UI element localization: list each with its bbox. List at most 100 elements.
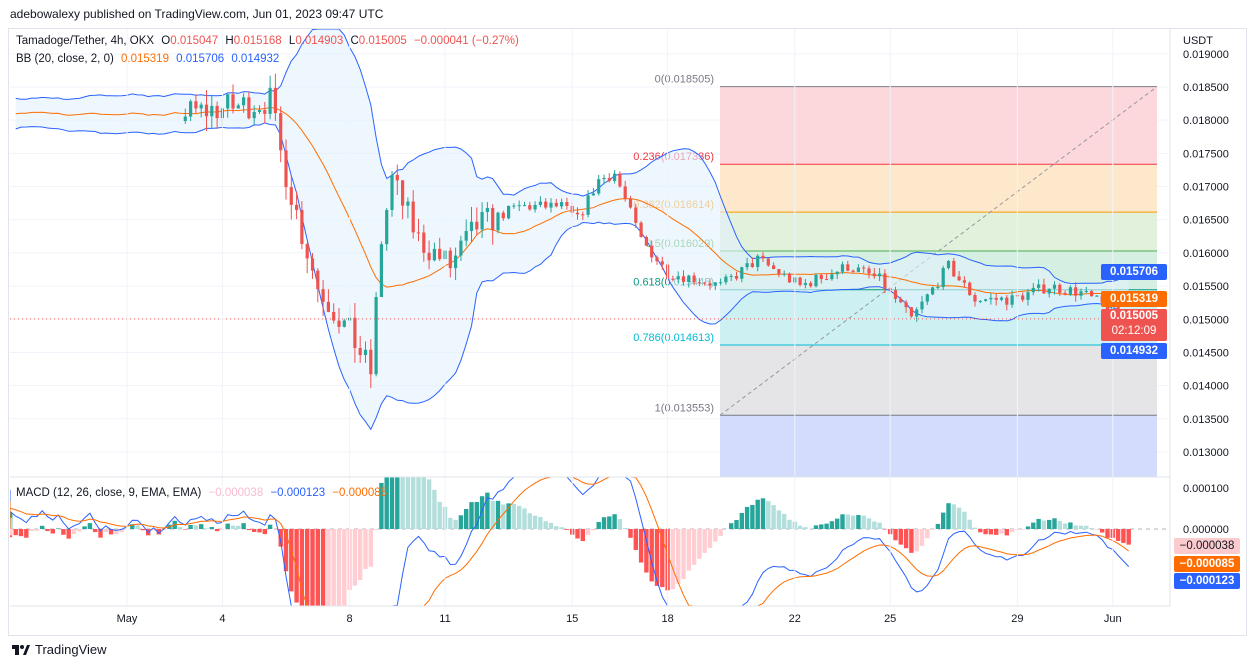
macd-histogram-bar: [527, 513, 532, 529]
macd-histogram-bar: [342, 529, 347, 606]
x-tick-label: 4: [219, 613, 225, 625]
candle-body: [210, 105, 214, 117]
o-value: 0.015047: [170, 35, 219, 47]
candle-body: [830, 274, 834, 280]
candle-body: [713, 282, 717, 286]
candle-body: [867, 268, 871, 274]
candle-body: [984, 299, 988, 301]
fib-zone: [720, 164, 1157, 213]
macd-histogram-bar: [734, 520, 739, 529]
candle-body: [1116, 304, 1120, 314]
macd-histogram-bar: [866, 518, 872, 529]
candle-body: [295, 204, 299, 210]
y-tick-label: 0.016500: [1183, 215, 1229, 227]
macd-histogram-bar: [485, 492, 490, 529]
macd-y-tick-label: 0.000100: [1183, 483, 1229, 495]
macd-histogram-bar: [236, 525, 241, 529]
macd-histogram-bar: [1100, 529, 1105, 533]
macd-histogram-bar: [935, 523, 941, 529]
last-price-tag: 0.015005 02:12:09: [1101, 309, 1167, 341]
macd-histogram-bar: [750, 504, 755, 529]
macd-histogram-bar: [458, 515, 464, 529]
candle-body: [623, 186, 627, 199]
macd-histogram-bar: [29, 529, 34, 531]
bb-upper-value: 0.015706: [176, 53, 225, 65]
macd-histogram-bar: [633, 529, 638, 550]
y-tick-label: 0.019000: [1183, 49, 1229, 61]
macd-histogram-bar: [183, 529, 188, 530]
candle-body: [687, 275, 691, 282]
candle-body: [231, 94, 235, 109]
macd-histogram-bar: [548, 522, 554, 529]
price-change: −0.000041 (−0.27%): [413, 35, 519, 47]
candle-body: [454, 255, 458, 269]
candle-body: [761, 255, 765, 259]
candle-body: [554, 202, 558, 207]
macd-histogram-bar: [697, 529, 702, 559]
h-value: 0.015168: [233, 35, 282, 47]
macd-histogram-bar: [363, 529, 368, 569]
macd-histogram-bar: [10, 524, 13, 529]
candle-body: [650, 245, 654, 258]
candle-body: [252, 111, 256, 119]
candle-body: [655, 257, 659, 262]
macd-histogram-bar: [283, 529, 289, 572]
candle-body: [946, 260, 951, 269]
macd-histogram-bar: [532, 515, 538, 529]
candle-body: [533, 204, 537, 210]
macd-histogram-bar: [1009, 529, 1015, 533]
candle-body: [358, 348, 362, 356]
macd-histogram-bar: [702, 529, 707, 553]
candle-body: [379, 244, 383, 298]
macd-histogram-bar: [193, 525, 199, 529]
macd-hist-tag: −0.000038: [1174, 538, 1240, 554]
macd-histogram-bar: [252, 529, 257, 533]
macd-histogram-bar: [50, 529, 55, 534]
macd-histogram-bar: [591, 529, 596, 531]
candle-body: [925, 294, 929, 302]
macd-histogram-bar: [972, 527, 978, 529]
candle-body: [538, 201, 542, 205]
x-tick-label: 11: [439, 613, 450, 625]
candle-body: [226, 94, 230, 109]
macd-legend[interactable]: MACD (12, 26, close, 9, EMA, EMA) −0.000…: [16, 487, 391, 499]
candle-body: [819, 274, 823, 280]
c-label: C: [350, 35, 359, 47]
candle-body: [305, 243, 309, 259]
macd-histogram-bar: [1004, 529, 1009, 536]
chart-frame[interactable]: [8, 28, 1247, 636]
candle-body: [204, 104, 209, 117]
candle-body: [416, 232, 421, 234]
macd-histogram-bar: [755, 499, 760, 529]
macd-histogram-bar: [432, 489, 437, 529]
ohlc-open: O0.015047: [161, 35, 218, 47]
candle-body: [310, 258, 315, 271]
c-value: 0.015005: [358, 35, 407, 47]
macd-histogram-bar: [437, 501, 442, 529]
macd-histogram-bar: [267, 524, 273, 529]
macd-histogram-bar: [766, 501, 771, 529]
candle-body: [862, 267, 866, 269]
macd-histogram-bar: [623, 528, 628, 529]
candle-body: [745, 263, 749, 268]
macd-histogram-bar: [835, 518, 840, 529]
macd-histogram-bar: [681, 529, 686, 580]
candle-body: [692, 275, 696, 283]
candle-body: [369, 349, 373, 375]
publisher-caption: adebowalexy published on TradingView.com…: [10, 7, 384, 21]
tradingview-logo[interactable]: TradingView: [12, 642, 107, 657]
macd-histogram-bar: [1115, 529, 1121, 541]
macd-histogram-bar: [840, 514, 845, 529]
x-tick-label: 8: [347, 613, 353, 625]
candle-body: [1021, 295, 1025, 300]
candle-body: [385, 209, 389, 245]
fib-level-label: 1(0.013553): [655, 402, 714, 414]
bb-legend[interactable]: BB (20, close, 2, 0) 0.015319 0.015706 0…: [16, 53, 283, 65]
candle-body: [920, 301, 924, 310]
macd-histogram-bar: [98, 529, 103, 538]
candle-body: [475, 221, 479, 230]
macd-histogram-bar: [644, 529, 649, 573]
macd-histogram-bar: [856, 515, 861, 529]
candle-body: [422, 232, 426, 253]
